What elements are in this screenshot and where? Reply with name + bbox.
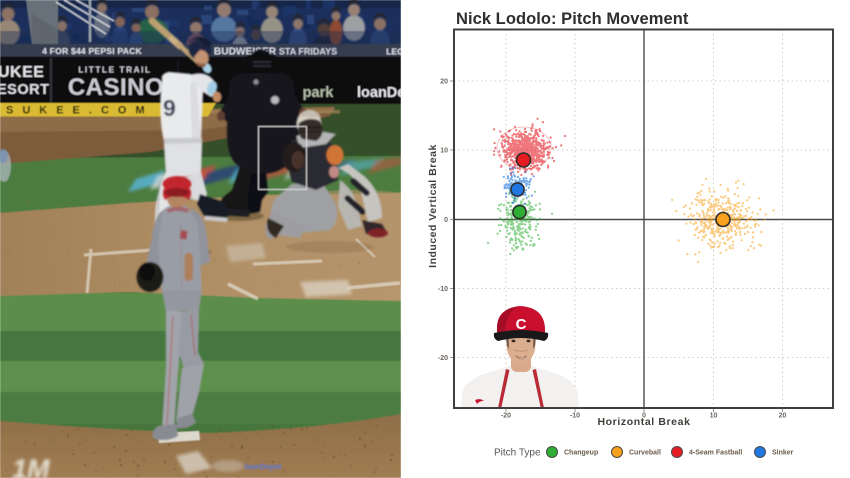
svg-text:ESORT: ESORT: [0, 82, 49, 98]
svg-text:Nick Lodolo: Pitch Movement: Nick Lodolo: Pitch Movement: [456, 10, 689, 28]
svg-text:9: 9: [163, 95, 176, 121]
svg-text:-20: -20: [501, 413, 511, 420]
svg-text:4 FOR $44 PEPSI PACK: 4 FOR $44 PEPSI PACK: [42, 46, 142, 56]
svg-text:Induced Vertical Break: Induced Vertical Break: [427, 144, 439, 268]
svg-text:1M: 1M: [12, 454, 50, 478]
svg-text:-10: -10: [438, 286, 448, 293]
svg-text:loanDe: loanDe: [357, 85, 405, 101]
svg-text:LEG: LEG: [386, 47, 404, 57]
svg-text:Changeup: Changeup: [564, 450, 598, 457]
svg-text:LITTLE TRAIL: LITTLE TRAIL: [78, 66, 151, 75]
svg-text:SUKEE.COM: SUKEE.COM: [6, 105, 154, 117]
svg-text:-20: -20: [438, 355, 448, 362]
svg-text:C: C: [516, 316, 527, 333]
svg-text:10: 10: [710, 413, 718, 420]
svg-text:0: 0: [444, 217, 448, 224]
svg-text:CASINO: CASINO: [68, 74, 164, 101]
svg-text:loanDepot: loanDepot: [245, 462, 282, 471]
svg-text:20: 20: [779, 413, 787, 420]
svg-text:STA FRIDAYS: STA FRIDAYS: [279, 47, 337, 57]
svg-text:4-Seam Fastball: 4-Seam Fastball: [689, 450, 742, 457]
svg-text:Pitch Type: Pitch Type: [494, 448, 541, 459]
svg-text:BUDWEISER: BUDWEISER: [214, 47, 277, 58]
svg-text:0: 0: [642, 413, 646, 420]
svg-text:-10: -10: [570, 413, 580, 420]
svg-text:UKEE: UKEE: [0, 64, 44, 81]
svg-text:20: 20: [440, 79, 448, 86]
svg-text:park: park: [303, 85, 335, 101]
svg-text:Curveball: Curveball: [629, 450, 661, 457]
svg-text:Horizontal Break: Horizontal Break: [597, 416, 690, 428]
svg-text:10: 10: [440, 148, 448, 155]
svg-text:Sinker: Sinker: [772, 450, 794, 457]
